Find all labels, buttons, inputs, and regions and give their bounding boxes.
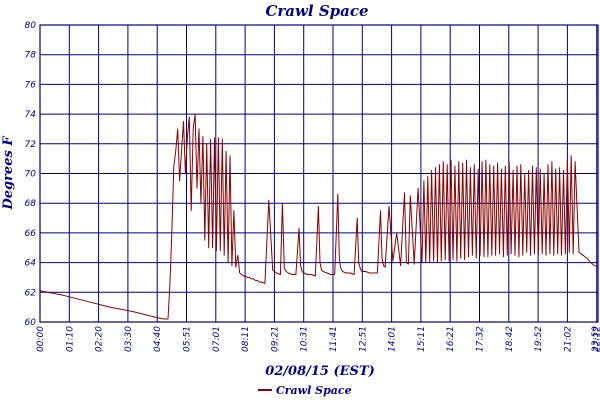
x-tick-label: 15:11 xyxy=(417,326,427,352)
y-tick-label: 64 xyxy=(25,259,37,269)
x-tick-label: 11:41 xyxy=(329,326,339,352)
y-axis-label: Degrees F xyxy=(1,136,16,211)
y-tick-label: 68 xyxy=(25,199,37,209)
legend: Crawl Space xyxy=(258,384,352,397)
x-tick-label: 14:01 xyxy=(388,326,398,352)
x-tick-label: 10:31 xyxy=(300,326,310,352)
y-tick-label: 74 xyxy=(25,110,37,120)
x-tick-label: 09:21 xyxy=(270,326,280,352)
x-tick-label: 22:12 xyxy=(593,326,600,352)
x-tick-label: 12:51 xyxy=(358,326,368,352)
x-tick-label: 23:59 xyxy=(591,326,600,352)
x-tick-label: 08:11 xyxy=(241,326,251,352)
x-tick-label: 03:30 xyxy=(124,326,134,352)
x-tick-label: 18:42 xyxy=(505,326,515,352)
x-tick-label: 19:52 xyxy=(534,326,544,352)
y-tick-labels: 60 62 64 66 68 70 72 74 76 78 80 xyxy=(25,21,37,328)
x-tick-labels: 00:00 01:10 02:20 03:30 04:40 05:51 07:01 08:11… xyxy=(36,326,600,352)
x-tick-label: 01:10 xyxy=(65,326,75,352)
grid-lines xyxy=(39,24,598,323)
series-line-crawl-space xyxy=(39,113,599,320)
x-tick-label: 05:51 xyxy=(183,326,193,352)
x-tick-label: 17:32 xyxy=(476,326,486,352)
series-lines xyxy=(39,113,599,320)
x-tick-label: 02:20 xyxy=(95,326,105,352)
y-tick-label: 66 xyxy=(25,229,37,239)
y-tick-label: 78 xyxy=(25,51,37,61)
x-axis-label: 02/08/15 (EST) xyxy=(265,364,375,379)
y-tick-label: 62 xyxy=(25,288,37,298)
y-tick-label: 60 xyxy=(25,318,37,328)
y-tick-label: 70 xyxy=(25,170,37,180)
y-tick-label: 72 xyxy=(25,140,37,150)
plot-frame xyxy=(39,24,599,323)
y-tick-label: 76 xyxy=(25,80,37,90)
y-tick-label: 80 xyxy=(25,21,37,31)
x-tick-label: 16:21 xyxy=(446,326,456,352)
chart-title: Crawl Space xyxy=(265,2,368,20)
x-tick-label: 21:02 xyxy=(563,326,573,352)
x-tick-label: 04:40 xyxy=(153,326,163,352)
x-tick-label: 00:00 xyxy=(36,326,46,352)
legend-label-crawl-space: Crawl Space xyxy=(276,384,352,397)
x-tick-label: 07:01 xyxy=(212,326,222,352)
